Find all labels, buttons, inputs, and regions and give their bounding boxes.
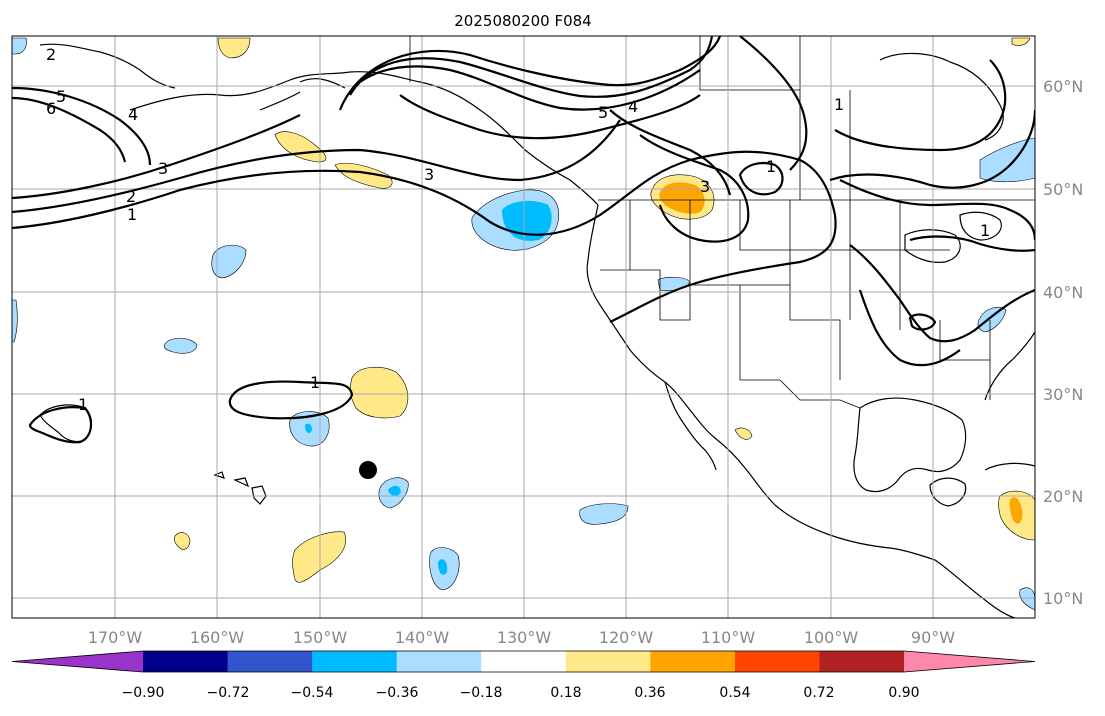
map-area: 2 5 6 4 3 2 1 3 5 4 1 1 3 1 1 1 — [12, 36, 1035, 618]
coastlines — [39, 43, 1035, 618]
contour-labels: 2 5 6 4 3 2 1 3 5 4 1 1 3 1 1 1 — [46, 45, 990, 414]
contour-label: 1 — [310, 373, 320, 392]
contour-label: 1 — [766, 157, 776, 176]
colorbar-tick-label: −0.36 — [376, 685, 419, 701]
contour-label: 2 — [46, 45, 56, 64]
colorbar-tick-label: −0.90 — [122, 685, 165, 701]
colorbar-tick-label: 0.18 — [550, 685, 581, 701]
contour-label: 1 — [78, 395, 88, 414]
latitude-labels: 60°N 50°N 40°N 30°N 20°N 10°N — [1043, 77, 1083, 608]
lon-label: 130°W — [497, 628, 552, 647]
colorbar-tick-label: 0.54 — [719, 685, 750, 701]
contour-label: 3 — [424, 165, 434, 184]
contour-label: 4 — [628, 97, 638, 116]
lat-label: 50°N — [1043, 180, 1083, 199]
lon-label: 170°W — [88, 628, 143, 647]
lon-label: 160°W — [190, 628, 245, 647]
lon-label: 140°W — [395, 628, 450, 647]
lon-label: 90°W — [911, 628, 955, 647]
contour-label: 5 — [56, 87, 66, 106]
lon-label: 110°W — [701, 628, 756, 647]
contour-label: 2 — [126, 187, 136, 206]
political-borders — [409, 36, 1035, 409]
colorbar-segment — [312, 651, 398, 672]
map-frame — [11, 35, 1036, 619]
contour-label: 3 — [700, 177, 710, 196]
graticule — [12, 36, 1035, 618]
colorbar-segment — [12, 651, 143, 672]
lat-label: 40°N — [1043, 283, 1083, 302]
colorbar-tick-label: 0.90 — [888, 685, 919, 701]
contour-label: 3 — [158, 159, 168, 178]
colorbar-outline — [11, 650, 1036, 673]
colorbar-segment — [396, 651, 482, 672]
longitude-labels: 170°W 160°W 150°W 140°W 130°W 120°W 110°… — [88, 628, 955, 647]
contour-label: 1 — [127, 205, 137, 224]
lat-label: 20°N — [1043, 487, 1083, 506]
colorbar-segment — [734, 651, 820, 672]
contour-label: 5 — [598, 103, 608, 122]
colorbar-segment — [565, 651, 651, 672]
colorbar-segment — [650, 651, 736, 672]
lon-label: 150°W — [293, 628, 348, 647]
lat-label: 60°N — [1043, 77, 1083, 96]
map-title: 2025080200 F084 — [454, 12, 591, 30]
colorbar-tick-label: 0.72 — [803, 685, 834, 701]
contour-lines — [12, 36, 1035, 444]
colorbar — [11, 650, 1036, 673]
colorbar-tick-label: 0.36 — [634, 685, 665, 701]
lon-label: 100°W — [804, 628, 859, 647]
colorbar-segment — [481, 651, 567, 672]
lat-label: 10°N — [1043, 589, 1083, 608]
lon-label: 120°W — [599, 628, 654, 647]
lat-label: 30°N — [1043, 385, 1083, 404]
colorbar-segment — [227, 651, 313, 672]
colorbar-tick-label: −0.18 — [460, 685, 503, 701]
contour-label: 6 — [46, 99, 56, 118]
contour-label: 1 — [980, 221, 990, 240]
colorbar-segment — [143, 651, 229, 672]
colorbar-segment — [904, 651, 1035, 672]
location-marker — [359, 461, 377, 479]
contour-label: 4 — [128, 105, 138, 124]
colorbar-segment — [819, 651, 905, 672]
contour-label: 1 — [834, 95, 844, 114]
colorbar-ticks: −0.90 −0.72 −0.54 −0.36 −0.18 0.18 0.36 … — [122, 685, 920, 701]
colorbar-tick-label: −0.72 — [207, 685, 250, 701]
colorbar-tick-label: −0.54 — [291, 685, 334, 701]
